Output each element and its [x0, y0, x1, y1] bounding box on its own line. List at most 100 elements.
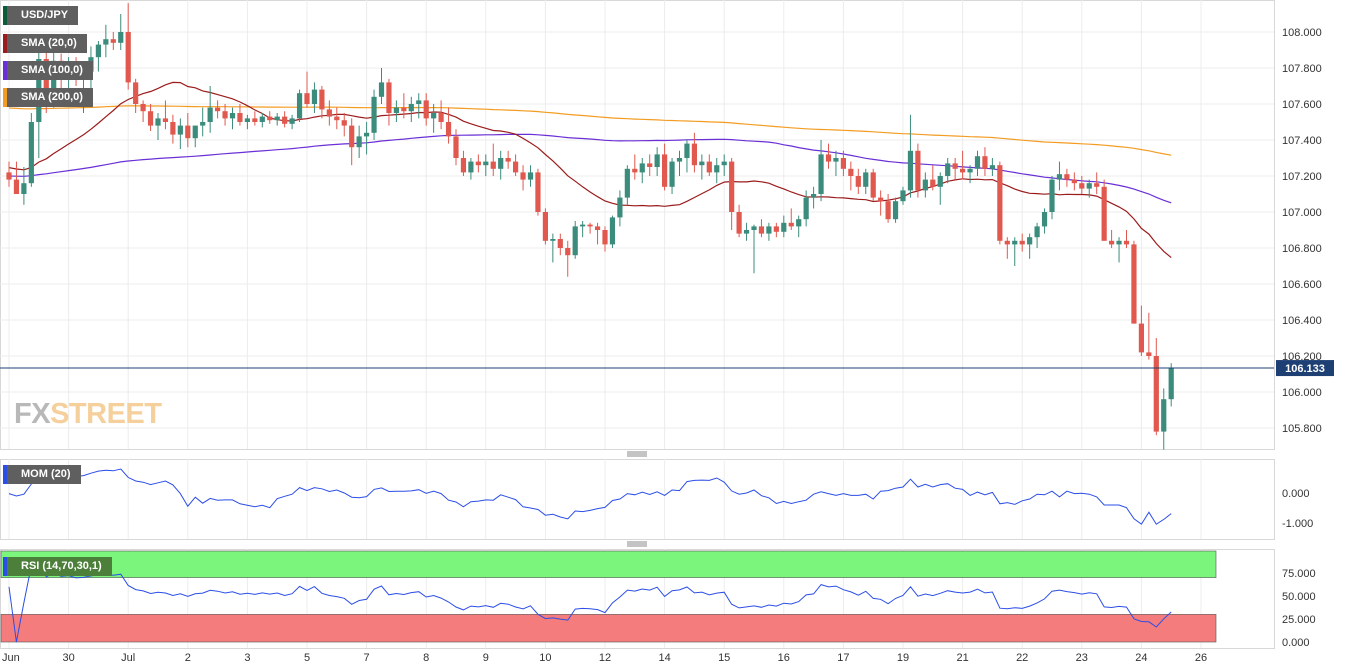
candle-body [922, 179, 928, 191]
x-tick-label: 3 [244, 652, 250, 664]
candle-body [602, 230, 608, 245]
candle-body [215, 107, 221, 112]
candle-body [1049, 179, 1055, 212]
candle-body [848, 168, 854, 176]
candle-body [587, 224, 593, 227]
candle-body [13, 179, 20, 194]
legend-sma20[interactable]: SMA (20,0) [3, 34, 87, 53]
rsi-oversold-zone [0, 614, 1217, 643]
candle-body [855, 176, 861, 187]
candle-body [1064, 174, 1070, 180]
candle-body [207, 107, 213, 122]
price-label-bg [1276, 360, 1334, 377]
rsi-tick-label: 75.000 [1282, 568, 1316, 580]
candle-body [431, 113, 437, 119]
candle-body [811, 194, 817, 198]
candle-body [103, 39, 109, 45]
rsi-tick-label: 0.000 [1282, 637, 1310, 649]
sma200-line [8, 105, 1172, 156]
legend-mom[interactable]: MOM (20) [3, 465, 81, 484]
candle-body [229, 113, 236, 119]
legend-sma200[interactable]: SMA (200,0) [3, 88, 93, 107]
candle-body [706, 161, 712, 173]
candle-body [647, 163, 653, 167]
main-panel [0, 0, 1275, 450]
candle-body [21, 183, 27, 194]
mom-tick-label: -1.000 [1282, 518, 1313, 530]
candle-body [356, 136, 362, 148]
candle-body [155, 118, 161, 126]
candle-body [1027, 237, 1033, 245]
mom-tick-label: 0.000 [1282, 488, 1310, 500]
candle-body [781, 222, 787, 232]
y-tick-label: 106.800 [1282, 243, 1322, 255]
legend-rsi[interactable]: RSI (14,70,30,1) [3, 557, 112, 576]
candle-body [535, 172, 541, 212]
legend-sma100[interactable]: SMA (100,0) [3, 61, 93, 80]
x-tick-label: 9 [483, 652, 489, 664]
candle-body [490, 161, 496, 169]
candle-body [1131, 244, 1137, 324]
candle-body [1086, 183, 1092, 189]
rsi-overbought-zone [0, 550, 1217, 578]
y-tick-label: 107.400 [1282, 135, 1322, 147]
candle-body [1138, 323, 1144, 353]
candle-body [498, 158, 504, 169]
x-tick-label: Jul [121, 652, 135, 664]
candle-body [304, 93, 310, 104]
x-tick-label: 7 [364, 652, 370, 664]
y-tick-label: 106.600 [1282, 279, 1322, 291]
legend-usdjpy[interactable]: USD/JPY [3, 6, 79, 25]
candle-body [952, 163, 958, 169]
x-tick-label: 17 [837, 652, 849, 664]
candle-body [95, 44, 101, 58]
candle-body [863, 172, 869, 187]
candle-body [319, 89, 325, 110]
candle-body [945, 163, 951, 176]
x-tick-label: 16 [778, 652, 790, 664]
candle-body [140, 104, 146, 112]
candle-body [1019, 240, 1025, 245]
y-tick-label: 106.200 [1282, 351, 1322, 363]
candle-body [51, 60, 57, 101]
candle-body [252, 118, 258, 122]
momentum-line [8, 468, 1172, 525]
candle-body [803, 197, 809, 220]
x-tick-label: 24 [1135, 652, 1147, 664]
candle-body [147, 111, 154, 126]
x-tick-label: 2 [185, 652, 191, 664]
candle-body [557, 239, 563, 248]
candle-body [483, 161, 489, 166]
x-tick-label: 5 [304, 652, 310, 664]
candle-body [960, 168, 966, 173]
candle-body [453, 136, 459, 158]
candle-body [617, 197, 623, 218]
candle-body [371, 96, 377, 133]
x-tick-label: 19 [897, 652, 909, 664]
candle-body [1146, 352, 1152, 356]
candle-body [721, 161, 727, 166]
candle-body [662, 154, 668, 187]
candle-body [386, 82, 392, 113]
candle-body [624, 168, 630, 198]
y-tick-label: 107.200 [1282, 171, 1322, 183]
candle-body [1094, 183, 1100, 187]
candle-body [192, 125, 198, 139]
x-tick-label: 8 [423, 652, 429, 664]
x-tick-label: 23 [1076, 652, 1088, 664]
candle-body [177, 125, 183, 135]
candle-body [28, 122, 34, 184]
candle-body [885, 201, 891, 220]
candle-body [773, 226, 779, 232]
candle-body [200, 122, 206, 126]
candle-body [505, 158, 511, 162]
candle-body [937, 176, 943, 187]
candle-body [892, 201, 899, 220]
candle-body [259, 116, 265, 122]
candle-body [758, 226, 765, 234]
candle-body [930, 179, 936, 187]
candle-body [676, 158, 683, 162]
candle-body [185, 125, 191, 139]
candle-body [743, 230, 750, 234]
y-tick-label: 107.600 [1282, 99, 1322, 111]
